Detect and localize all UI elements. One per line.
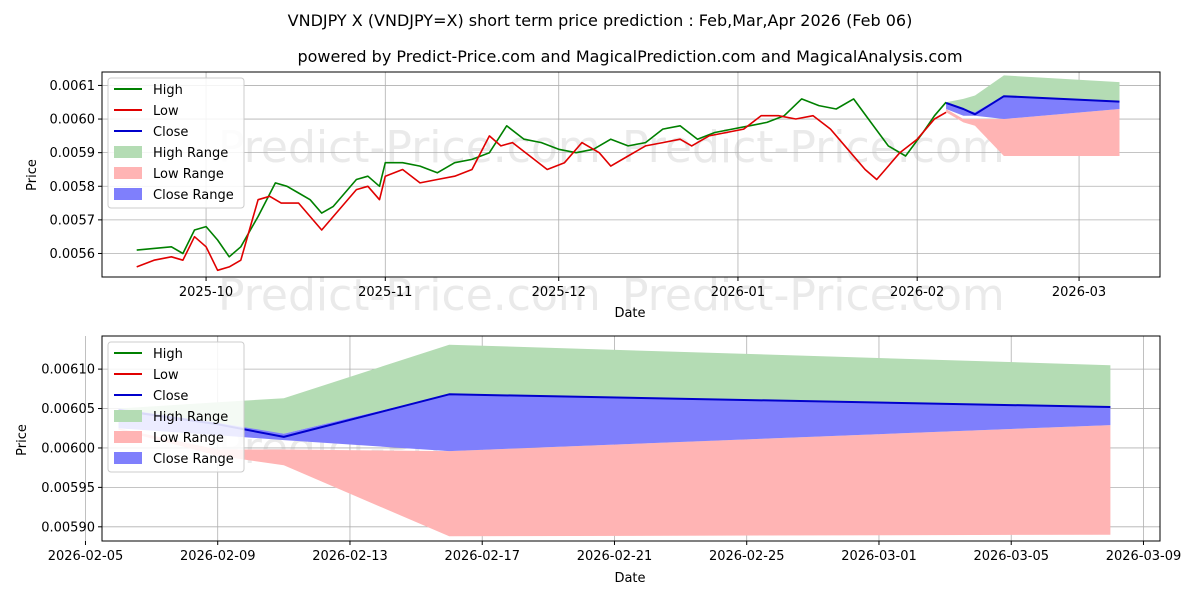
- legend-swatch: [114, 146, 142, 158]
- x-tick-label: 2026-02-25: [709, 549, 785, 564]
- y-tick-label: 0.0061: [50, 79, 96, 94]
- y-tick-label: 0.0056: [50, 247, 96, 262]
- x-tick-label: 2026-01: [711, 285, 765, 300]
- y-tick-label: 0.00605: [41, 402, 95, 417]
- high-range-band: [118, 344, 1111, 434]
- x-tick-label: 2026-02-17: [444, 549, 520, 564]
- top-lines: [136, 95, 1120, 272]
- bottom-ticks: 2026-02-05 2026-02-09 2026-02-13 2026-02-17…: [41, 363, 1181, 564]
- legend-label: Low: [153, 104, 179, 119]
- watermark-top-1: Predict-Price.com: [218, 122, 601, 173]
- close-series-line: [945, 95, 1120, 116]
- x-tick-label: 2026-03-01: [841, 549, 917, 564]
- legend-label: Low Range: [153, 167, 224, 182]
- high-range-band: [946, 75, 1120, 113]
- top-axes-frame: [101, 71, 1161, 278]
- y-tick-label: 0.0058: [50, 180, 96, 195]
- x-tick-label: 2026-02-09: [180, 549, 256, 564]
- top-xlabel: Date: [614, 306, 645, 321]
- watermark-top-3: Predict-Price.com: [218, 270, 601, 321]
- low-range-band: [946, 109, 1120, 156]
- y-tick-label: 0.0060: [50, 113, 96, 128]
- bottom-panel: Predict-Price.com Predict-Price.com 2026…: [15, 335, 1181, 586]
- legend-label: Low Range: [153, 431, 224, 446]
- watermark-top-4: Predict-Price.com: [622, 270, 1005, 321]
- legend-label: Close Range: [153, 188, 234, 203]
- legend-swatch: [114, 188, 142, 200]
- x-tick-label: 2026-03-05: [973, 549, 1049, 564]
- legend-label: High Range: [153, 410, 228, 425]
- x-tick-label: 2025-11: [358, 285, 412, 300]
- legend-swatch: [114, 167, 142, 179]
- bottom-legend: High Low Close High Range Low Range Close Ran…: [107, 341, 245, 473]
- legend-swatch: [114, 431, 142, 443]
- bottom-ylabel: Price: [15, 424, 30, 456]
- y-tick-label: 0.00590: [41, 520, 95, 535]
- close-range-band: [946, 95, 1120, 119]
- legend-label: Close: [153, 389, 188, 404]
- y-tick-label: 0.00595: [41, 481, 95, 496]
- x-tick-label: 2026-02-13: [312, 549, 388, 564]
- legend-label: Close Range: [153, 452, 234, 467]
- x-tick-label: 2025-12: [532, 285, 586, 300]
- top-ylabel: Price: [25, 159, 40, 191]
- x-tick-label: 2026-02-21: [577, 549, 653, 564]
- top-ticks: 2025-10 2025-11 2025-12 2026-01 2026-02 2026-…: [50, 79, 1107, 300]
- legend-label: Low: [153, 368, 179, 383]
- chart-subtitle: powered by Predict-Price.com and Magical…: [297, 47, 962, 66]
- x-tick-label: 2025-10: [179, 285, 233, 300]
- legend-swatch: [114, 410, 142, 422]
- y-tick-label: 0.0059: [50, 146, 96, 161]
- legend-label: High Range: [153, 146, 228, 161]
- close-range-band: [118, 394, 1111, 452]
- x-tick-label: 2026-03: [1052, 285, 1106, 300]
- x-tick-label: 2026-02-05: [48, 549, 124, 564]
- y-tick-label: 0.00600: [41, 441, 95, 456]
- x-tick-label: 2026-03-09: [1106, 549, 1182, 564]
- low-range-band: [118, 425, 1111, 537]
- top-ranges: [946, 75, 1120, 156]
- legend-label: High: [153, 347, 183, 362]
- y-tick-label: 0.00610: [41, 363, 95, 378]
- legend-swatch: [114, 452, 142, 464]
- legend-label: High: [153, 83, 183, 98]
- y-tick-label: 0.0057: [50, 213, 96, 228]
- high-series-line: [136, 98, 947, 258]
- top-panel: Predict-Price.com Predict-Price.com Pred…: [25, 71, 1161, 321]
- legend-label: Close: [153, 125, 188, 140]
- chart-title: VNDJPY X (VNDJPY=X) short term price pre…: [288, 11, 913, 30]
- bottom-xlabel: Date: [614, 571, 645, 586]
- watermark-top-2: Predict-Price.com: [622, 122, 1005, 173]
- x-tick-label: 2026-02: [890, 285, 944, 300]
- bottom-axes-frame: [101, 335, 1161, 542]
- top-legend: High Low Close High Range Low Range Close Ran…: [107, 77, 245, 209]
- bottom-ranges: [118, 344, 1111, 537]
- low-series-line: [136, 111, 947, 272]
